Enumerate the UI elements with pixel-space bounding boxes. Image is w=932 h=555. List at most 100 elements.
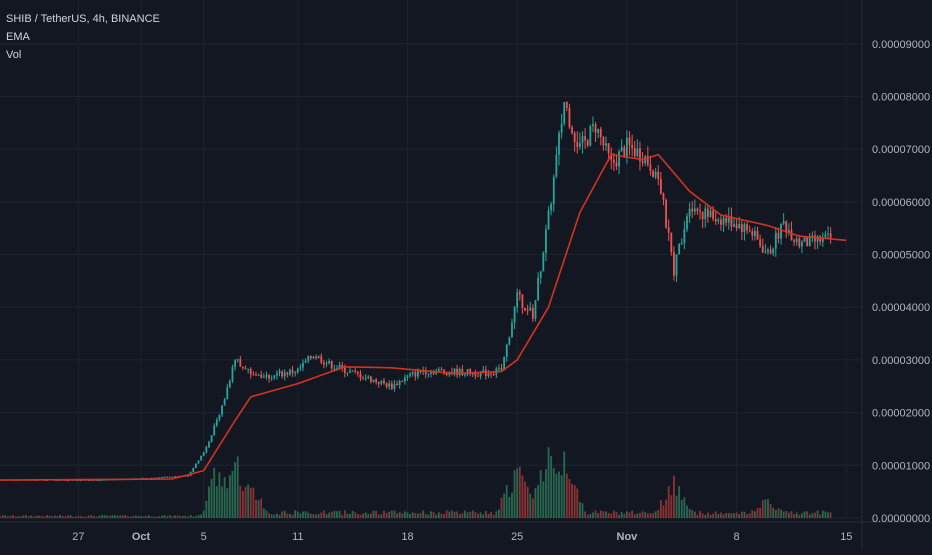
candle-body <box>296 368 299 373</box>
candle-body <box>257 374 260 376</box>
volume-bar <box>166 516 169 518</box>
candle-body <box>163 476 166 478</box>
volume-bar <box>722 514 725 518</box>
candle-body <box>218 414 221 420</box>
volume-bar <box>701 513 704 518</box>
volume-bar <box>312 514 315 518</box>
candle-body <box>275 373 278 376</box>
candle-body <box>393 383 396 389</box>
candle-body <box>354 370 357 372</box>
candle-body <box>545 229 547 253</box>
candle-body <box>649 164 652 172</box>
volume-bar <box>12 514 14 518</box>
volume-bar <box>795 512 798 518</box>
candle-body <box>383 380 385 384</box>
candle-body <box>652 171 654 178</box>
volume-bar <box>74 516 77 518</box>
volume-bar <box>281 511 284 518</box>
candle-body <box>599 128 602 138</box>
candle-body <box>166 476 169 478</box>
volume-bar <box>56 516 59 518</box>
volume-bar <box>683 497 686 518</box>
volume-bar <box>753 511 756 518</box>
candle-body <box>93 479 95 481</box>
candle-body <box>526 310 529 312</box>
volume-bar <box>64 516 67 518</box>
ema-indicator-label[interactable]: EMA <box>6 31 30 43</box>
candle-body <box>322 362 325 365</box>
candle-body <box>443 369 445 373</box>
volume-bar <box>495 511 498 518</box>
candle-body <box>286 372 289 375</box>
volume-bar <box>633 514 636 518</box>
candle-body <box>477 375 479 377</box>
volume-bar <box>720 512 722 518</box>
volume-bar <box>811 513 814 518</box>
volume-bar <box>419 512 422 518</box>
volume-bar <box>620 511 623 518</box>
symbol-title[interactable]: SHIB / TetherUS, 4h, BINANCE <box>6 13 160 25</box>
candle-body <box>597 128 600 133</box>
candle-body <box>437 369 440 371</box>
candle-body <box>759 239 762 246</box>
volume-bar <box>163 514 166 518</box>
candle-body <box>492 374 495 376</box>
candle-body <box>213 425 216 436</box>
volume-bar <box>513 470 516 518</box>
candle-body <box>346 372 349 374</box>
volume-bar <box>168 514 171 518</box>
volume-bar <box>40 515 43 518</box>
candle-body <box>602 137 605 146</box>
time-axis[interactable]: 27 Oct 5 11 18 25 Nov 8 15 <box>72 531 852 543</box>
volume-bar <box>618 514 620 518</box>
volume-bar <box>289 513 291 518</box>
volume-bar <box>665 499 668 518</box>
volume-bar <box>529 493 532 518</box>
volume-bar <box>396 513 398 518</box>
volume-bar <box>268 513 270 518</box>
candle-body <box>709 210 712 217</box>
volume-bar <box>317 514 320 518</box>
candle-body <box>414 372 417 377</box>
volume-bar <box>469 511 472 518</box>
candle-body <box>793 240 795 242</box>
volume-bar <box>518 466 521 518</box>
volume-indicator-label[interactable]: Vol <box>6 49 22 61</box>
candle-body <box>265 375 268 377</box>
volume-bar <box>482 514 485 518</box>
volume-bar <box>150 516 153 518</box>
candle-body <box>665 199 668 228</box>
volume-bar <box>466 512 469 518</box>
volume-bar <box>302 511 304 518</box>
volume-bar <box>320 512 323 518</box>
price-axis[interactable]: 0.00009000 0.00008000 0.00007000 0.00006000… <box>872 39 930 525</box>
volume-bar <box>129 516 132 518</box>
candle-body <box>364 377 367 379</box>
candle-body <box>299 367 302 369</box>
volume-bar <box>785 510 788 518</box>
candle-body <box>513 307 516 323</box>
volume-bar <box>594 510 597 518</box>
volume-bar <box>576 488 579 518</box>
candle-body <box>273 375 276 378</box>
candle-body <box>176 476 179 478</box>
volume-bar <box>296 511 299 518</box>
price-tick-label: 0.00006000 <box>872 197 930 209</box>
candle-body <box>336 368 338 370</box>
volume-bar <box>435 514 438 518</box>
candle-body <box>231 366 234 381</box>
candle-body <box>341 364 344 368</box>
candle-body <box>234 360 237 367</box>
volume-bar <box>808 514 811 518</box>
candle-body <box>208 441 210 448</box>
volume-bar <box>330 511 333 518</box>
candle-body <box>283 372 286 377</box>
volume-bar <box>221 486 223 518</box>
volume-bar <box>176 515 179 518</box>
candle-body <box>534 300 537 319</box>
volume-bar <box>646 513 649 518</box>
candle-body <box>270 377 273 379</box>
candle-body <box>620 147 623 152</box>
